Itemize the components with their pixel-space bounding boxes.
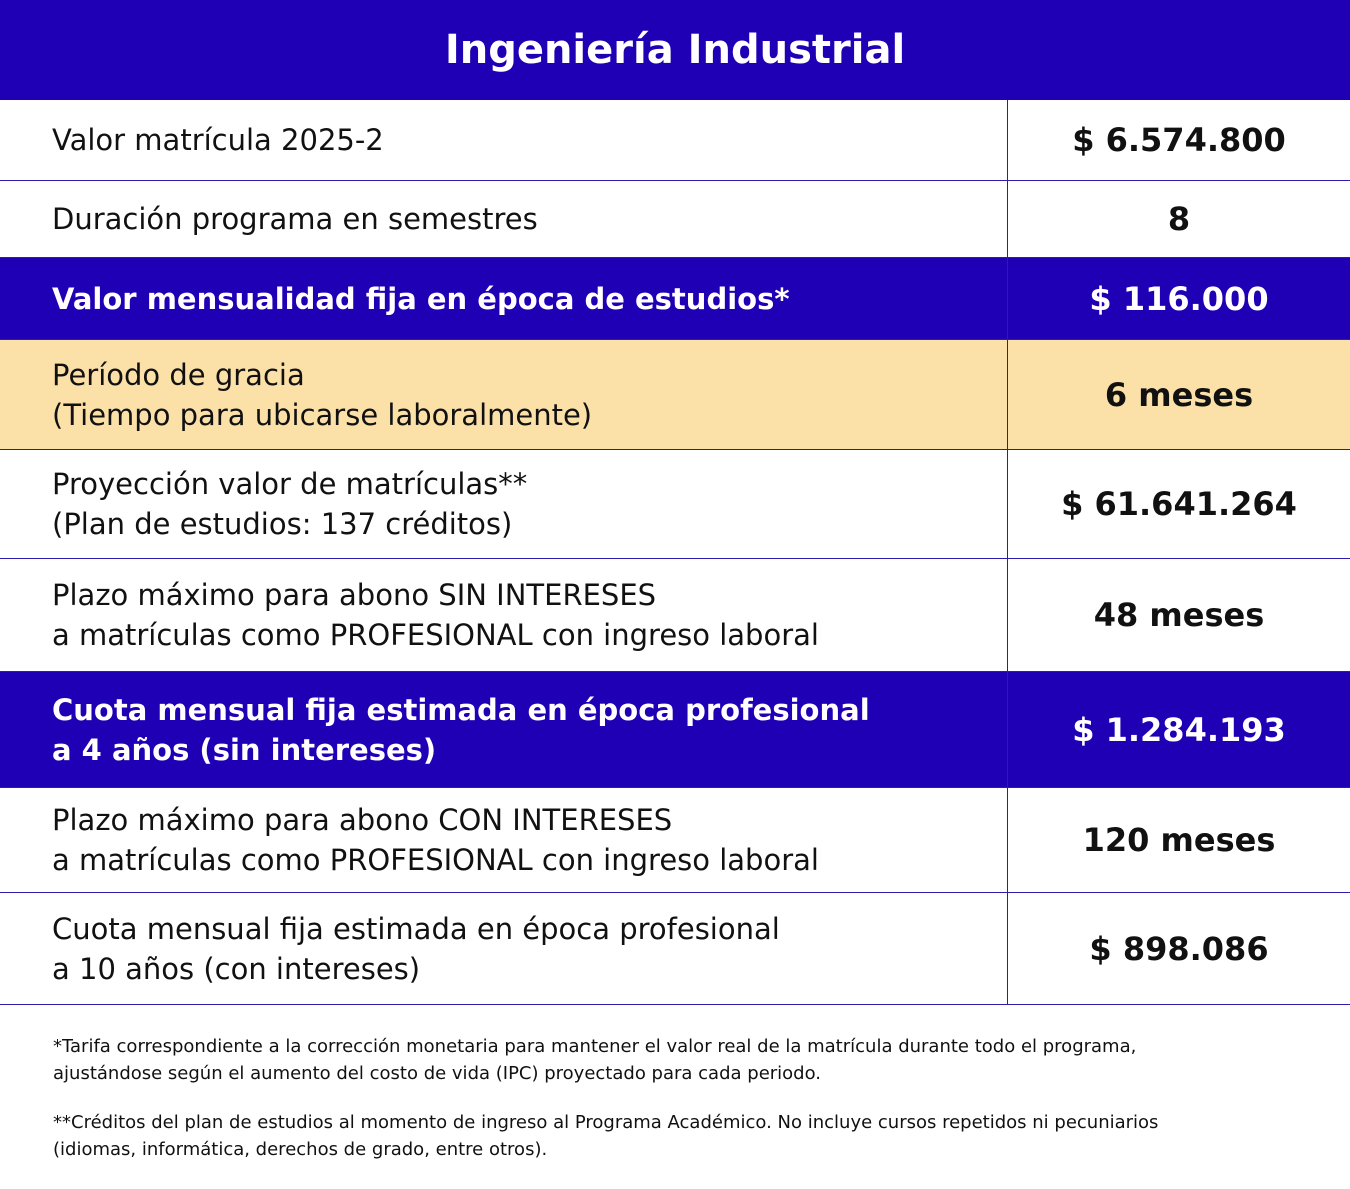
table-row: Plazo máximo para abono CON INTERESES a m…	[0, 788, 1350, 893]
label-line: a matrículas como PROFESIONAL con ingres…	[52, 618, 819, 652]
footnote-line: (idiomas, informática, derechos de grado…	[53, 1139, 548, 1160]
label-line: Proyección valor de matrículas**	[52, 467, 528, 501]
row-value: 8	[1167, 200, 1191, 238]
footnote: **Créditos del plan de estudios al momen…	[53, 1109, 1158, 1163]
table: Valor matrícula 2025-2 $ 6.574.800 Duració…	[0, 100, 1350, 1005]
footnote-line: **Créditos del plan de estudios al momen…	[53, 1112, 1159, 1133]
footnote-line: *Tarifa correspondiente a la corrección …	[53, 1036, 1137, 1057]
title: Ingeniería Industrial	[0, 0, 1350, 100]
label-line: (Plan de estudios: 137 créditos)	[52, 507, 513, 541]
label-line: Período de gracia	[52, 357, 305, 392]
row-value: 6 meses	[1104, 375, 1254, 414]
label-line: a 10 años (con intereses)	[52, 951, 421, 986]
footnote: *Tarifa correspondiente a la corrección …	[53, 1033, 1158, 1087]
label-line: Duración programa en semestres	[52, 202, 538, 236]
row-label: Duración programa en semestres	[0, 181, 1008, 257]
footnote-line: ajustándose según el aumento del costo d…	[53, 1063, 822, 1084]
row-value: $ 898.086	[1089, 929, 1269, 968]
label-line: Cuota mensual fija estimada en época pro…	[52, 692, 870, 727]
label-line: Valor mensualidad fija en época de estud…	[52, 281, 790, 316]
row-value: $ 61.641.264	[1061, 485, 1297, 523]
label-line: Plazo máximo para abono CON INTERESES	[52, 803, 673, 837]
row-value: $ 1.284.193	[1072, 710, 1286, 749]
footnotes: *Tarifa correspondiente a la corrección …	[53, 1033, 1158, 1185]
row-value: $ 116.000	[1089, 279, 1269, 318]
table-row: Valor mensualidad fija en época de estud…	[0, 258, 1350, 340]
row-value: 48 meses	[1093, 596, 1265, 634]
table-row: Cuota mensual fija estimada en época pro…	[0, 672, 1350, 788]
table-row: Período de gracia (Tiempo para ubicarse l…	[0, 340, 1350, 450]
label-line: a matrículas como PROFESIONAL con ingres…	[52, 843, 819, 877]
table-row: Proyección valor de matrículas** (Plan de…	[0, 450, 1350, 559]
row-label: Cuota mensual fija estimada en época pro…	[0, 893, 1008, 1004]
table-row: Duración programa en semestres 8	[0, 181, 1350, 258]
label-line: Valor matrícula 2025-2	[52, 123, 384, 157]
label-line: a 4 años (sin intereses)	[52, 732, 437, 767]
row-label: Período de gracia (Tiempo para ubicarse l…	[0, 340, 1008, 449]
table-row: Valor matrícula 2025-2 $ 6.574.800	[0, 100, 1350, 181]
row-label: Plazo máximo para abono SIN INTERESES a m…	[0, 559, 1008, 671]
row-label: Valor matrícula 2025-2	[0, 100, 1008, 180]
row-label: Plazo máximo para abono CON INTERESES a m…	[0, 788, 1008, 892]
label-line: (Tiempo para ubicarse laboralmente)	[52, 397, 593, 432]
row-value: $ 6.574.800	[1072, 121, 1286, 159]
row-label: Proyección valor de matrículas** (Plan de…	[0, 450, 1008, 558]
table-row: Plazo máximo para abono SIN INTERESES a m…	[0, 559, 1350, 672]
label-line: Cuota mensual fija estimada en época pro…	[52, 911, 780, 946]
label-line: Plazo máximo para abono SIN INTERESES	[52, 578, 657, 612]
row-label: Valor mensualidad fija en época de estud…	[0, 258, 1008, 339]
table-row: Cuota mensual fija estimada en época pro…	[0, 893, 1350, 1005]
row-label: Cuota mensual fija estimada en época pro…	[0, 672, 1008, 787]
row-value: 120 meses	[1082, 821, 1276, 859]
